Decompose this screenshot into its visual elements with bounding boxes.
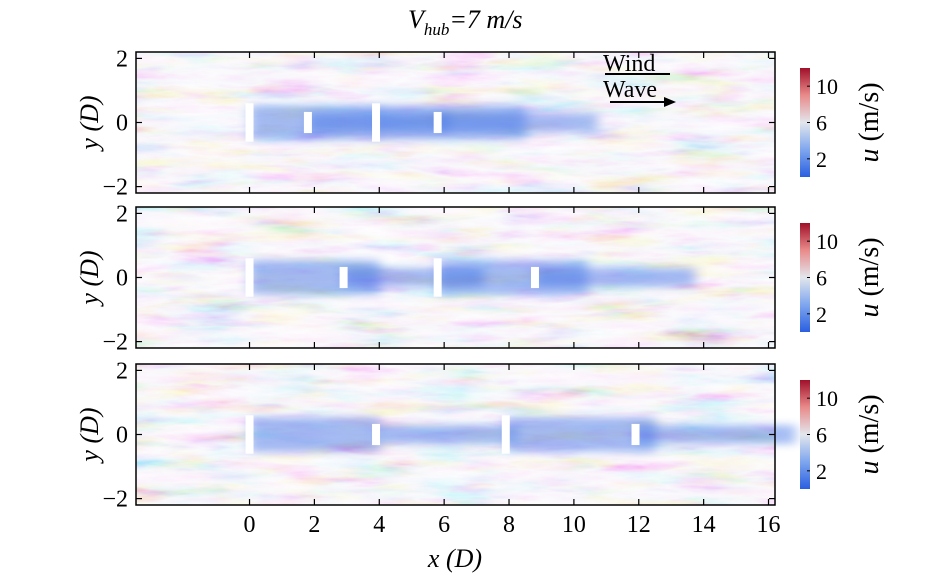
colorbar-title-unit: (m/s) bbox=[854, 237, 885, 296]
turbine-2 bbox=[372, 423, 381, 446]
colorbar-title-symbol: u bbox=[854, 297, 885, 318]
x-tick-label: 16 bbox=[757, 512, 781, 538]
colorbar-tick-label: 2 bbox=[816, 302, 827, 327]
turbine-wake bbox=[534, 267, 695, 288]
x-tick-label: 4 bbox=[373, 512, 385, 538]
colorbar-tick-label: 2 bbox=[816, 147, 827, 172]
y-tick-label: −2 bbox=[102, 487, 128, 513]
colorbar-title: u (m/s) bbox=[854, 237, 885, 317]
turbine-3 bbox=[433, 258, 442, 297]
y-axis-label: y (D) bbox=[75, 407, 104, 464]
turbine-4 bbox=[433, 111, 442, 134]
x-tick-label: 2 bbox=[308, 512, 320, 538]
colorbar-tick-label: 10 bbox=[816, 229, 838, 254]
turbine-3 bbox=[372, 103, 381, 142]
panel-2: −2 0 2 y (D) 2 6 10 u (m/s) bbox=[75, 201, 885, 355]
turbine-wake bbox=[437, 112, 598, 133]
x-tick-label: 12 bbox=[627, 512, 651, 538]
colorbar-title-symbol: u bbox=[854, 142, 885, 163]
colorbar-tick-label: 6 bbox=[816, 266, 827, 291]
turbine-4 bbox=[631, 423, 640, 446]
y-tick-label: 2 bbox=[116, 201, 128, 227]
colorbar-tick-label: 6 bbox=[816, 111, 827, 136]
y-tick-label: 0 bbox=[116, 266, 128, 292]
chart-title: Vhub=7 m/s bbox=[408, 5, 523, 39]
turbine-wake bbox=[376, 424, 517, 445]
y-tick-label: 2 bbox=[116, 46, 128, 72]
turbine-3 bbox=[501, 415, 510, 454]
colorbar-tick-label: 10 bbox=[816, 74, 838, 99]
turbine-1 bbox=[245, 103, 254, 142]
x-tick-label: 14 bbox=[692, 512, 716, 538]
turbine-wake bbox=[249, 417, 380, 452]
colorbar bbox=[800, 380, 810, 489]
y-tick-label: −2 bbox=[102, 175, 128, 201]
panel-3: −2 0 2 0 2 4 6 8 10 12 14 16 y (D) 2 6 10 u (m/s) bbox=[75, 358, 885, 538]
turbine-wake bbox=[635, 424, 796, 445]
colorbar-title-symbol: u bbox=[854, 454, 885, 475]
y-tick-label: 2 bbox=[116, 358, 128, 384]
y-tick-label: 0 bbox=[116, 423, 128, 449]
colorbar-tick-label: 2 bbox=[816, 459, 827, 484]
colorbar-title: u (m/s) bbox=[854, 82, 885, 162]
x-tick-label: 10 bbox=[562, 512, 586, 538]
x-tick-label: 8 bbox=[503, 512, 515, 538]
turbine-2 bbox=[303, 111, 312, 134]
y-axis-label: y (D) bbox=[75, 250, 104, 307]
turbine-1 bbox=[245, 258, 254, 297]
turbine-4 bbox=[530, 266, 539, 289]
wind-annotation: Wind bbox=[603, 51, 655, 77]
x-tick-label: 6 bbox=[438, 512, 450, 538]
wave-annotation: Wave bbox=[603, 77, 657, 103]
y-tick-label: 0 bbox=[116, 111, 128, 137]
y-axis-label: y (D) bbox=[75, 95, 104, 152]
turbine-wake bbox=[505, 417, 656, 452]
colorbar-title-unit: (m/s) bbox=[854, 394, 885, 453]
colorbar-title-unit: (m/s) bbox=[854, 82, 885, 141]
x-tick-label: 0 bbox=[244, 512, 256, 538]
colorbar-tick-label: 6 bbox=[816, 423, 827, 448]
colorbar bbox=[800, 223, 810, 332]
colorbar-title: u (m/s) bbox=[854, 394, 885, 474]
colorbar-tick-label: 10 bbox=[816, 386, 838, 411]
x-axis-label: x (D) bbox=[427, 544, 482, 573]
wave-arrow-head bbox=[664, 97, 676, 107]
turbine-1 bbox=[245, 415, 254, 454]
turbine-2 bbox=[339, 266, 348, 289]
y-tick-label: −2 bbox=[102, 330, 128, 356]
colorbar bbox=[800, 68, 810, 177]
